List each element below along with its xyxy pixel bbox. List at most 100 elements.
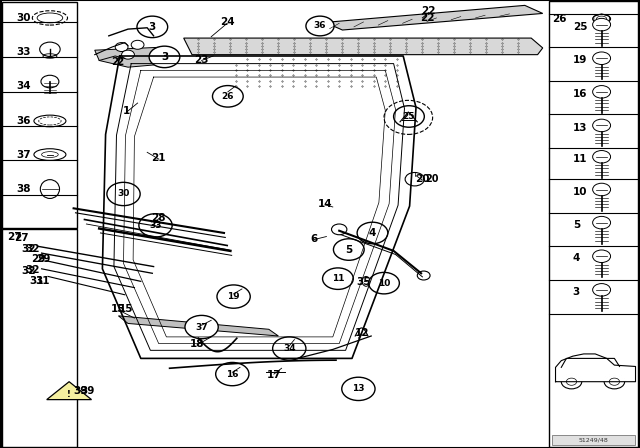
Text: 29: 29 (36, 254, 51, 264)
Text: 18: 18 (190, 339, 204, 349)
Circle shape (593, 119, 611, 132)
Text: 21: 21 (152, 153, 166, 163)
Text: 11: 11 (573, 154, 588, 164)
Text: 1: 1 (123, 106, 131, 116)
Text: 14: 14 (318, 199, 332, 209)
Circle shape (216, 362, 249, 386)
Text: 16: 16 (573, 89, 588, 99)
Polygon shape (118, 316, 278, 336)
Text: 37: 37 (16, 150, 31, 159)
Polygon shape (325, 5, 543, 30)
Circle shape (149, 46, 180, 68)
Circle shape (593, 86, 611, 98)
Circle shape (115, 43, 128, 52)
Text: 26: 26 (221, 92, 234, 101)
Circle shape (273, 337, 306, 360)
Text: 36: 36 (314, 22, 326, 30)
Circle shape (593, 183, 611, 196)
Text: 2: 2 (111, 57, 119, 67)
Ellipse shape (371, 276, 378, 286)
Text: 19: 19 (573, 56, 587, 65)
Text: 16: 16 (226, 370, 239, 379)
Text: 29: 29 (31, 254, 45, 264)
Ellipse shape (593, 14, 611, 23)
Ellipse shape (387, 276, 395, 286)
Text: 31: 31 (35, 276, 50, 286)
Circle shape (417, 271, 430, 280)
Text: 15: 15 (111, 304, 125, 314)
Text: 34: 34 (283, 344, 296, 353)
Text: 20: 20 (426, 174, 439, 184)
Bar (552, 435, 635, 445)
Text: 30: 30 (16, 13, 31, 23)
Circle shape (384, 100, 433, 134)
Text: 2: 2 (116, 57, 124, 67)
Text: 38: 38 (16, 184, 31, 194)
Text: 27: 27 (14, 233, 29, 243)
Text: 32: 32 (21, 244, 35, 254)
Text: 10: 10 (378, 279, 390, 288)
Text: 24: 24 (220, 17, 234, 27)
Bar (2, 2, 77, 228)
Text: 4: 4 (573, 254, 580, 263)
Circle shape (342, 377, 375, 401)
Circle shape (306, 16, 334, 36)
Circle shape (139, 214, 172, 237)
Text: 3: 3 (148, 22, 156, 32)
Polygon shape (184, 38, 543, 55)
Circle shape (122, 50, 134, 59)
Text: 39: 39 (74, 386, 88, 396)
Circle shape (333, 239, 364, 260)
Text: 19: 19 (227, 292, 240, 301)
Circle shape (212, 86, 243, 107)
Circle shape (217, 285, 250, 308)
Text: 37: 37 (195, 323, 208, 332)
Circle shape (185, 315, 218, 339)
Circle shape (593, 216, 611, 229)
Text: 3: 3 (161, 52, 168, 62)
Text: 5: 5 (573, 220, 580, 230)
Text: 34: 34 (16, 81, 31, 91)
Text: 15: 15 (118, 304, 133, 314)
Circle shape (137, 16, 168, 38)
Text: 39: 39 (81, 386, 95, 396)
Text: 10: 10 (573, 187, 588, 197)
Text: 13: 13 (352, 384, 365, 393)
Text: !: ! (67, 390, 71, 399)
Circle shape (369, 272, 399, 294)
Circle shape (593, 18, 611, 31)
Ellipse shape (379, 276, 387, 286)
Text: 23: 23 (195, 55, 209, 65)
Text: 4: 4 (369, 228, 376, 238)
Circle shape (107, 182, 140, 206)
Text: 17: 17 (267, 370, 281, 380)
Text: 32: 32 (26, 265, 40, 275)
Text: 11: 11 (332, 274, 344, 283)
Circle shape (357, 222, 388, 244)
Polygon shape (95, 47, 172, 67)
Ellipse shape (362, 276, 370, 286)
Circle shape (332, 224, 347, 235)
Circle shape (394, 106, 424, 127)
Text: 33: 33 (16, 47, 31, 56)
Text: 35: 35 (356, 277, 371, 287)
Text: 22: 22 (420, 13, 435, 23)
Text: 22: 22 (422, 6, 436, 16)
Text: 6: 6 (310, 234, 317, 244)
Text: 31: 31 (29, 276, 44, 286)
Text: 13: 13 (573, 123, 588, 133)
Circle shape (593, 284, 611, 296)
Text: 5: 5 (345, 245, 353, 254)
Text: 51249/48: 51249/48 (579, 437, 608, 443)
Bar (549, 1, 638, 447)
Bar (2, 229, 77, 447)
Circle shape (323, 268, 353, 289)
Text: 33: 33 (149, 221, 162, 230)
Text: 32: 32 (26, 244, 40, 254)
Text: 28: 28 (152, 213, 166, 223)
Text: 27: 27 (7, 233, 21, 242)
Text: 32: 32 (21, 266, 35, 276)
Text: 20: 20 (415, 174, 429, 184)
Text: 26: 26 (552, 14, 566, 24)
Circle shape (131, 40, 144, 49)
